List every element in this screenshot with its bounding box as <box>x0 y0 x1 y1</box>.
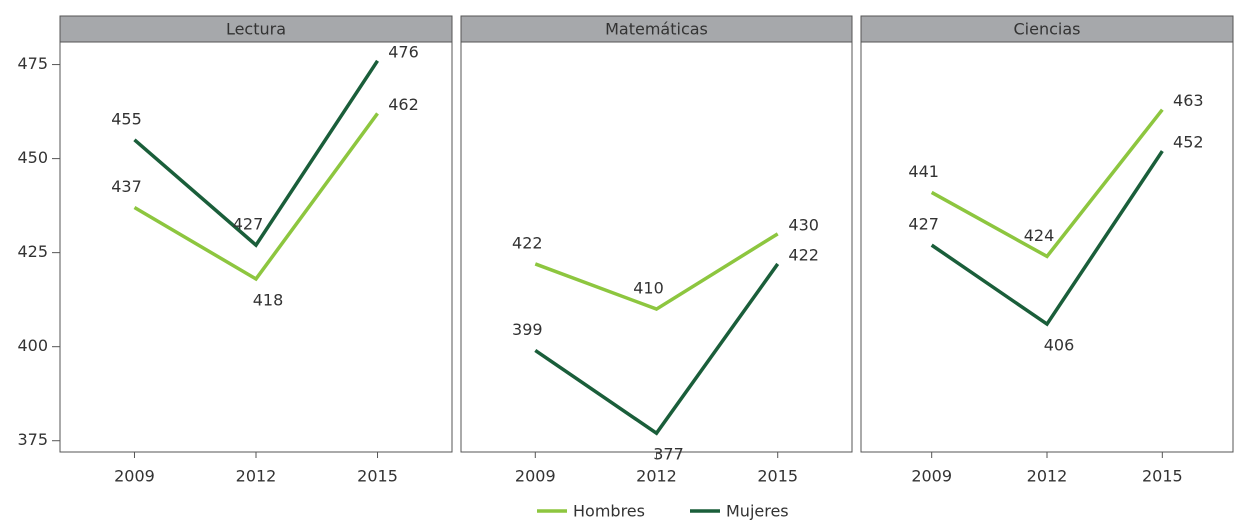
panel-title: Ciencias <box>1014 20 1081 39</box>
data-label: 427 <box>908 215 939 234</box>
x-tick-label: 2012 <box>1027 467 1068 486</box>
x-tick-label: 2012 <box>636 467 677 486</box>
y-tick-label: 425 <box>17 242 48 261</box>
y-tick-label: 475 <box>17 54 48 73</box>
panel-title: Lectura <box>226 20 286 39</box>
data-label: 455 <box>111 109 142 128</box>
data-label: 422 <box>512 233 543 252</box>
y-tick-label: 400 <box>17 336 48 355</box>
panel-header <box>460 15 853 43</box>
x-tick-label: 2015 <box>357 467 398 486</box>
line <box>930 150 1164 327</box>
x-tick-label: 2009 <box>515 467 556 486</box>
data-label: 430 <box>788 215 819 234</box>
x-tick-label: 2009 <box>911 467 952 486</box>
x-tick-label: 2009 <box>114 467 155 486</box>
data-label: 437 <box>111 177 142 196</box>
panel-header <box>860 15 1234 43</box>
line <box>930 108 1164 259</box>
x-tick-label: 2015 <box>757 467 798 486</box>
data-label: 418 <box>253 290 284 309</box>
legend-label: Hombres <box>573 502 645 521</box>
data-label: 406 <box>1044 336 1075 355</box>
data-label: 410 <box>633 279 664 298</box>
y-tick-label: 450 <box>17 148 48 167</box>
line <box>133 59 379 248</box>
data-label: 422 <box>788 245 819 264</box>
line <box>534 262 780 436</box>
data-label: 462 <box>388 95 419 114</box>
panel-title: Matemáticas <box>605 20 708 39</box>
line <box>534 232 779 312</box>
data-label: 424 <box>1024 226 1055 245</box>
legend-label: Mujeres <box>726 502 789 521</box>
line <box>133 112 379 282</box>
data-label: 452 <box>1173 133 1204 152</box>
x-tick-label: 2015 <box>1142 467 1183 486</box>
data-label: 427 <box>233 215 264 234</box>
data-label: 463 <box>1173 91 1204 110</box>
data-label: 441 <box>908 162 939 181</box>
data-label: 399 <box>512 320 543 339</box>
x-tick-label: 2012 <box>236 467 277 486</box>
data-label: 476 <box>388 42 419 61</box>
y-tick-label: 375 <box>17 430 48 449</box>
panel-header <box>59 15 453 43</box>
data-label: 377 <box>653 445 684 464</box>
